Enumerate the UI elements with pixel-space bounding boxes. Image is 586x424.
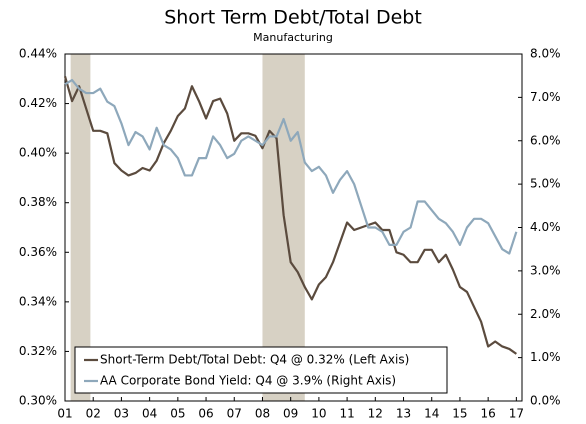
legend-box <box>74 346 448 394</box>
y2-tick-label: 8.0% <box>530 47 561 61</box>
y-tick-label: 0.32% <box>19 344 57 358</box>
legend-label: AA Corporate Bond Yield: Q4 @ 3.9% (Righ… <box>100 374 396 388</box>
x-tick-label: 05 <box>170 407 185 421</box>
y2-tick-label: 0.0% <box>530 394 561 408</box>
y2-tick-label: 1.0% <box>530 350 561 364</box>
recession-band <box>70 54 91 401</box>
y-tick-label: 0.38% <box>19 195 57 209</box>
y2-tick-label: 7.0% <box>530 90 561 104</box>
x-tick-label: 15 <box>452 407 467 421</box>
y-tick-label: 0.42% <box>19 96 57 110</box>
chart-subtitle: Manufacturing <box>253 31 333 44</box>
y-tick-label: 0.30% <box>19 394 57 408</box>
x-tick-label: 13 <box>396 407 411 421</box>
y2-tick-label: 2.0% <box>530 307 561 321</box>
x-tick-label: 01 <box>57 407 72 421</box>
x-tick-label: 02 <box>86 407 101 421</box>
x-tick-label: 07 <box>227 407 242 421</box>
y-tick-label: 0.36% <box>19 245 57 259</box>
x-tick-label: 17 <box>509 407 524 421</box>
recession-band <box>262 54 305 401</box>
y2-tick-label: 3.0% <box>530 263 561 277</box>
x-tick-label: 14 <box>424 407 439 421</box>
y-tick-label: 0.44% <box>19 47 57 61</box>
x-tick-label: 06 <box>198 407 213 421</box>
x-tick-label: 11 <box>339 407 354 421</box>
y2-tick-label: 5.0% <box>530 177 561 191</box>
y-tick-label: 0.40% <box>19 146 57 160</box>
x-tick-label: 10 <box>311 407 326 421</box>
y-tick-label: 0.34% <box>19 294 57 308</box>
x-tick-label: 04 <box>142 407 157 421</box>
series-line <box>64 78 518 255</box>
x-tick-label: 16 <box>481 407 496 421</box>
x-tick-label: 03 <box>114 407 129 421</box>
x-tick-label: 09 <box>283 407 298 421</box>
chart-title: Short Term Debt/Total Debt <box>164 7 422 29</box>
legend-label: Short-Term Debt/Total Debt: Q4 @ 0.32% (… <box>100 353 409 367</box>
y2-tick-label: 6.0% <box>530 133 561 147</box>
y2-tick-label: 4.0% <box>530 220 561 234</box>
series-line <box>63 76 517 355</box>
x-tick-label: 12 <box>368 407 383 421</box>
x-tick-label: 08 <box>255 407 270 421</box>
